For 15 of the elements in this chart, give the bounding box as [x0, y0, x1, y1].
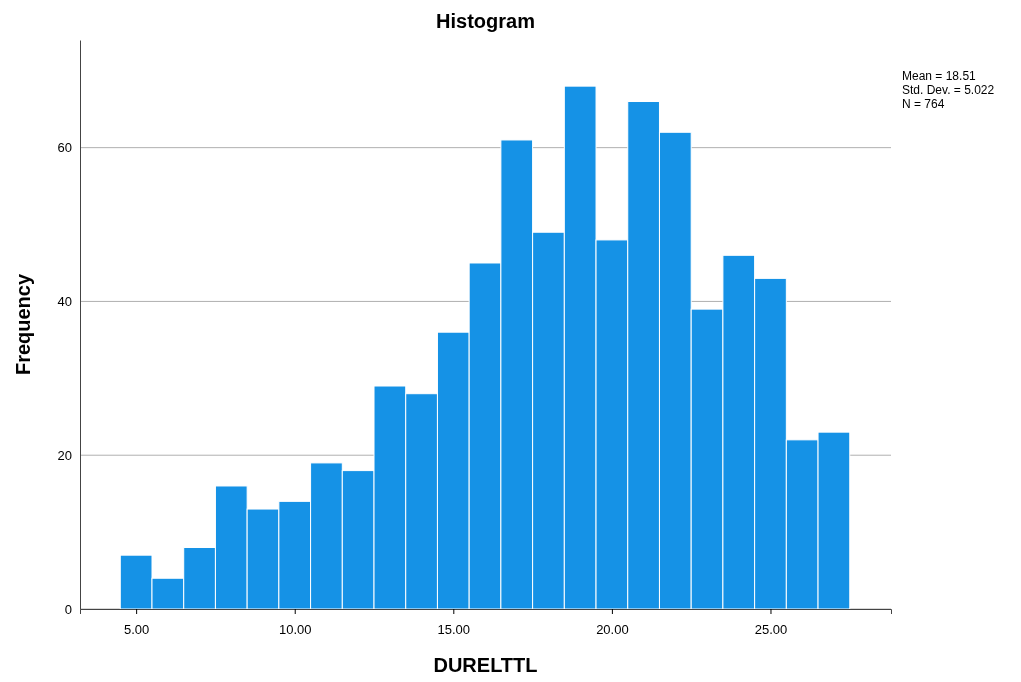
chart-title: Histogram: [436, 10, 535, 32]
x-tick-label: 25.00: [754, 621, 788, 637]
text: Mean = 18.51: [902, 69, 977, 83]
y-tick-label: 40: [57, 294, 72, 310]
x-tick-label: 15.00: [437, 621, 471, 637]
y-tick-label: 20: [57, 447, 72, 463]
x-tick-label: 20.00: [596, 621, 629, 637]
x-tick-label: 5.00: [123, 621, 150, 637]
text: Std. Dev. = 5.022: [902, 83, 995, 97]
y-axis-title: Frequency: [12, 273, 34, 376]
y-tick-label: 60: [57, 140, 72, 156]
text: N = 764: [902, 97, 945, 111]
x-tick-label: 10.00: [278, 621, 312, 637]
y-tick-label: 0: [64, 601, 72, 617]
x-axis-title: DURELTTL: [433, 654, 538, 676]
